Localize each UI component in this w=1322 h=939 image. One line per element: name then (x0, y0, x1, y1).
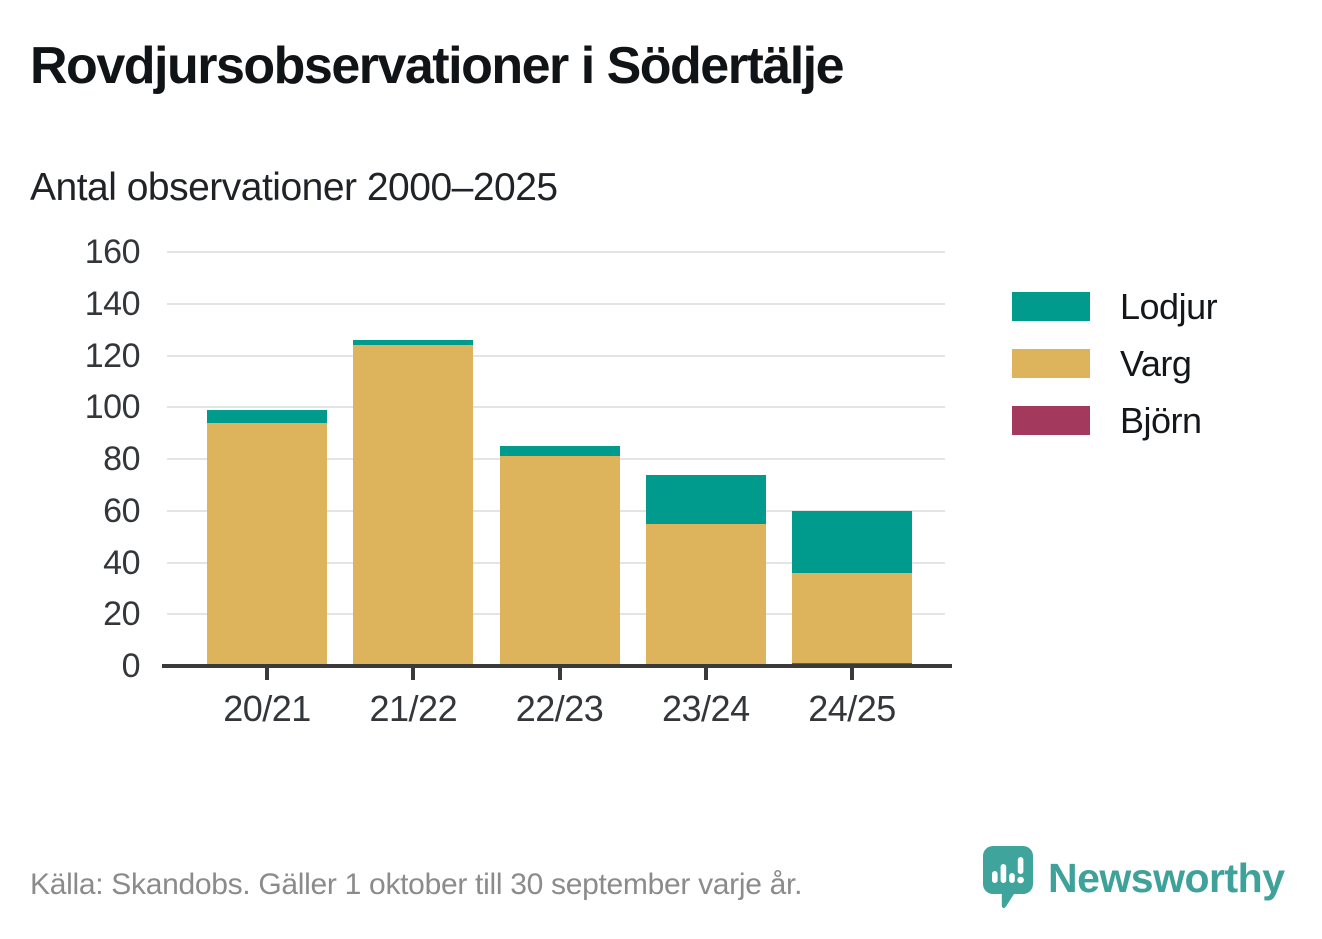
gridline-y-120 (167, 354, 945, 357)
legend-swatch-björn (1012, 406, 1090, 435)
x-axis-line (162, 664, 952, 668)
y-tick-label: 20 (103, 595, 140, 634)
y-tick-label: 0 (121, 647, 141, 685)
source-note: Källa: Skandobs. Gäller 1 oktober till 3… (30, 868, 803, 901)
x-tick-label-23-24: 23/24 (662, 688, 750, 729)
newsworthy-logo: Newsworthy (982, 845, 1285, 911)
y-tick-label: 140 (84, 284, 141, 323)
gridline-y-160 (167, 251, 945, 253)
x-tick (411, 666, 416, 680)
gridline-y-100 (167, 406, 945, 409)
legend-row-varg: Varg (1012, 343, 1217, 384)
newsworthy-wordmark: Newsworthy (1048, 854, 1285, 901)
bar-segment-varg-21-22 (353, 345, 474, 666)
gridline-y-140 (167, 302, 945, 305)
x-tick-label-20-21: 20/21 (223, 688, 311, 729)
y-tick-label: 60 (103, 491, 140, 530)
legend-label-varg: Varg (1120, 343, 1192, 384)
x-tick-label-24-25: 24/25 (808, 688, 896, 729)
y-tick-label: 80 (103, 440, 140, 478)
bar-segment-lodjur-23-24 (645, 474, 766, 524)
bar-segment-lodjur-21-22 (353, 339, 474, 346)
x-tick-label-22-23: 22/23 (515, 688, 604, 729)
x-tick (850, 666, 854, 680)
newsworthy-bubble-chart-icon (983, 846, 1033, 909)
bar-segment-lodjur-20-21 (207, 409, 327, 423)
bar-segment-varg-23-24 (645, 523, 766, 666)
y-tick-label: 120 (84, 336, 141, 375)
legend-swatch-lodjur (1012, 292, 1090, 321)
bar-segment-varg-22-23 (499, 456, 620, 666)
legend-label-lodjur: Lodjur (1120, 286, 1218, 327)
bar-segment-varg-20-21 (207, 422, 327, 666)
plot-area (162, 251, 952, 668)
legend-row-björn: Björn (1012, 400, 1217, 441)
y-tick-label: 160 (84, 233, 141, 271)
x-tick (703, 666, 708, 680)
bar-segment-lodjur-24-25 (792, 510, 912, 573)
legend: Lodjur Varg Björn (1012, 286, 1218, 463)
chart-subtitle: Antal observationer 2000–2025 (30, 166, 558, 209)
y-tick-label: 100 (84, 388, 141, 427)
x-tick (265, 666, 269, 680)
y-tick-label: 40 (103, 543, 140, 582)
legend-label-björn: Björn (1120, 400, 1202, 441)
bar-segment-lodjur-22-23 (499, 446, 620, 457)
x-tick-label-21-22: 21/22 (369, 688, 458, 729)
bar-segment-varg-24-25 (792, 572, 912, 664)
legend-swatch-varg (1012, 349, 1090, 378)
x-tick (557, 666, 562, 680)
chart-title: Rovdjursobservationer i Södertälje (30, 37, 845, 95)
legend-row-lodjur: Lodjur (1012, 286, 1218, 327)
